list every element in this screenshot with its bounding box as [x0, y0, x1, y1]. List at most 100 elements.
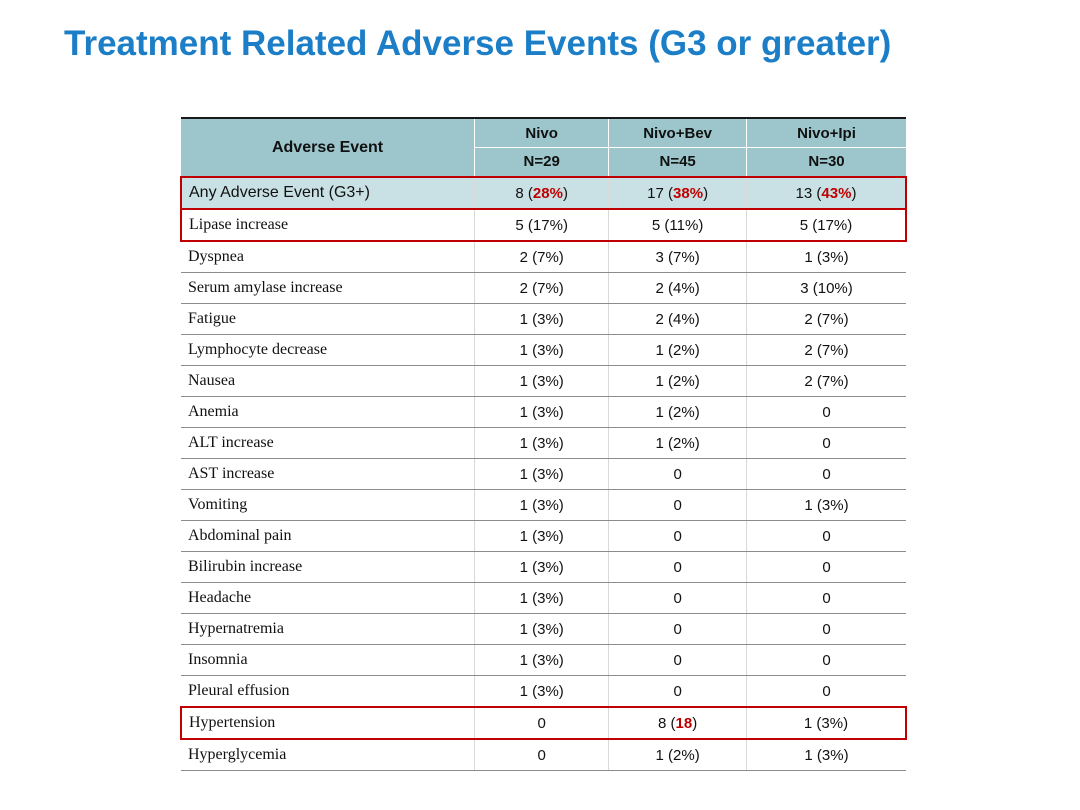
value-segment: 0: [673, 527, 682, 545]
value-segment: ): [562, 184, 568, 202]
column-header-nivo: Nivo N=29: [474, 118, 609, 178]
value-cell: 1 (3%): [474, 582, 609, 614]
value-cell: 1 (3%): [474, 365, 609, 397]
value-segment: 0: [673, 496, 682, 514]
table-row: Anemia 1 (3%) 1 (2%) 0: [181, 396, 906, 428]
adverse-event-label: Vomiting: [181, 489, 475, 521]
adverse-event-label: AST increase: [181, 458, 475, 490]
value-cell: 1 (2%): [608, 365, 747, 397]
column-header-nivo-bev: Nivo+Bev N=45: [608, 118, 747, 178]
value-segment: 0: [537, 746, 546, 764]
value-segment: 1 (3%): [519, 558, 564, 576]
adverse-event-label: Headache: [181, 582, 475, 614]
value-segment: 0: [822, 589, 831, 607]
adverse-event-label: Hypernatremia: [181, 613, 475, 645]
table-row: Serum amylase increase 2 (7%) 2 (4%) 3 (10%…: [181, 272, 906, 304]
table-row: Pleural effusion 1 (3%) 0 0: [181, 675, 906, 708]
value-segment: 2 (4%): [655, 310, 700, 328]
value-cell: 1 (2%): [608, 739, 747, 771]
value-segment: 0: [822, 682, 831, 700]
value-segment: 1 (3%): [519, 465, 564, 483]
value-segment: 17 (: [647, 184, 674, 202]
value-cell: 3 (7%): [608, 241, 747, 273]
value-cell: 0: [608, 613, 747, 645]
adverse-event-label: Pleural effusion: [181, 675, 475, 708]
value-segment: 1 (3%): [519, 310, 564, 328]
adverse-event-label: ALT increase: [181, 427, 475, 459]
adverse-event-label: Fatigue: [181, 303, 475, 335]
adverse-events-table-container: Adverse Event Nivo N=29 Nivo+Bev N=45 Ni…: [180, 117, 907, 771]
value-segment-red: 43%: [821, 184, 852, 202]
value-cell: 2 (7%): [746, 365, 906, 397]
value-segment: 0: [822, 465, 831, 483]
value-segment: 2 (7%): [804, 372, 849, 390]
value-cell: 8 (28%): [474, 176, 609, 210]
value-segment: 3 (7%): [655, 248, 700, 266]
value-segment: 1 (2%): [655, 341, 700, 359]
adverse-event-label: Serum amylase increase: [181, 272, 475, 304]
adverse-event-label: Abdominal pain: [181, 520, 475, 552]
column-header-adverse-event: Adverse Event: [181, 118, 475, 178]
value-segment-red: 28%: [532, 184, 563, 202]
value-segment: 1 (3%): [804, 496, 849, 514]
value-cell: 2 (4%): [608, 272, 747, 304]
table-row: AST increase 1 (3%) 0 0: [181, 458, 906, 490]
value-cell: 0: [608, 489, 747, 521]
column-n: N=30: [808, 153, 845, 170]
value-cell: 8 (18): [608, 706, 747, 740]
value-segment: 1 (3%): [519, 651, 564, 669]
value-cell: 5 (17%): [474, 208, 609, 242]
value-segment: 0: [537, 714, 546, 732]
value-segment: 1 (3%): [803, 714, 849, 732]
value-cell: 1 (3%): [474, 520, 609, 552]
value-segment: 0: [822, 403, 831, 421]
adverse-event-label: Any Adverse Event (G3+): [180, 176, 475, 210]
table-row: Vomiting 1 (3%) 0 1 (3%): [181, 489, 906, 521]
table-body: Any Adverse Event (G3+) 8 (28%) 17 (38%) 13…: [180, 176, 907, 771]
adverse-event-label: Lymphocyte decrease: [181, 334, 475, 366]
value-segment: 8 (: [658, 714, 676, 732]
value-cell: 0: [608, 520, 747, 552]
value-segment: 5 (11%): [651, 216, 704, 234]
adverse-event-label: Lipase increase: [180, 208, 475, 242]
value-cell: 1 (3%): [474, 675, 609, 708]
value-segment: 0: [822, 558, 831, 576]
value-segment: 0: [673, 465, 682, 483]
value-segment: 5 (17%): [799, 216, 853, 234]
value-segment: 0: [822, 527, 831, 545]
adverse-event-label: Bilirubin increase: [181, 551, 475, 583]
value-segment: 2 (7%): [804, 341, 849, 359]
value-segment: 1 (2%): [655, 746, 700, 764]
table-row: Nausea 1 (3%) 1 (2%) 2 (7%): [181, 365, 906, 397]
value-segment-red: 38%: [673, 184, 704, 202]
value-cell: 0: [746, 582, 906, 614]
value-segment: 1 (2%): [655, 372, 700, 390]
value-cell: 0: [608, 644, 747, 676]
value-cell: 2 (7%): [474, 241, 609, 273]
column-name: Nivo: [475, 119, 609, 148]
value-segment: 1 (2%): [655, 434, 700, 452]
column-n: N=29: [523, 153, 560, 170]
value-cell: 2 (7%): [746, 303, 906, 335]
value-segment: 2 (4%): [655, 279, 700, 297]
value-cell: 0: [746, 458, 906, 490]
value-cell: 1 (3%): [474, 551, 609, 583]
value-segment: 5 (17%): [515, 216, 568, 234]
value-segment: 0: [822, 620, 831, 638]
value-segment: 2 (7%): [519, 279, 564, 297]
table-row: Any Adverse Event (G3+) 8 (28%) 17 (38%) 13…: [180, 176, 907, 210]
table-row: ALT increase 1 (3%) 1 (2%) 0: [181, 427, 906, 459]
value-segment: 1 (3%): [519, 589, 564, 607]
value-cell: 5 (17%): [746, 208, 907, 242]
value-segment: 0: [673, 589, 682, 607]
adverse-event-label: Insomnia: [181, 644, 475, 676]
value-cell: 1 (3%): [474, 644, 609, 676]
value-cell: 3 (10%): [746, 272, 906, 304]
value-segment: 1 (3%): [519, 403, 564, 421]
value-cell: 5 (11%): [608, 208, 747, 242]
value-segment: 1 (3%): [519, 496, 564, 514]
column-name: Nivo+Ipi: [747, 119, 906, 148]
value-cell: 1 (3%): [474, 396, 609, 428]
value-segment: 0: [822, 651, 831, 669]
adverse-event-label: Nausea: [181, 365, 475, 397]
